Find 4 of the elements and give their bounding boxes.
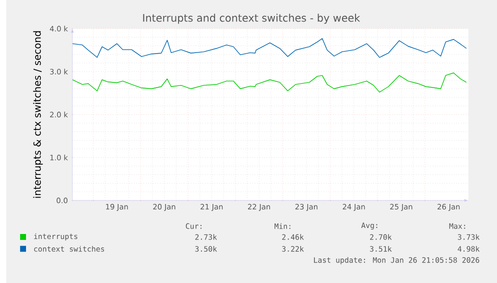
chart-title: Interrupts and context switches - by week bbox=[143, 14, 360, 24]
line-series bbox=[72, 72, 467, 92]
line-series bbox=[72, 38, 467, 58]
y-axis-title: interrupts & ctx switches / second bbox=[33, 31, 43, 198]
